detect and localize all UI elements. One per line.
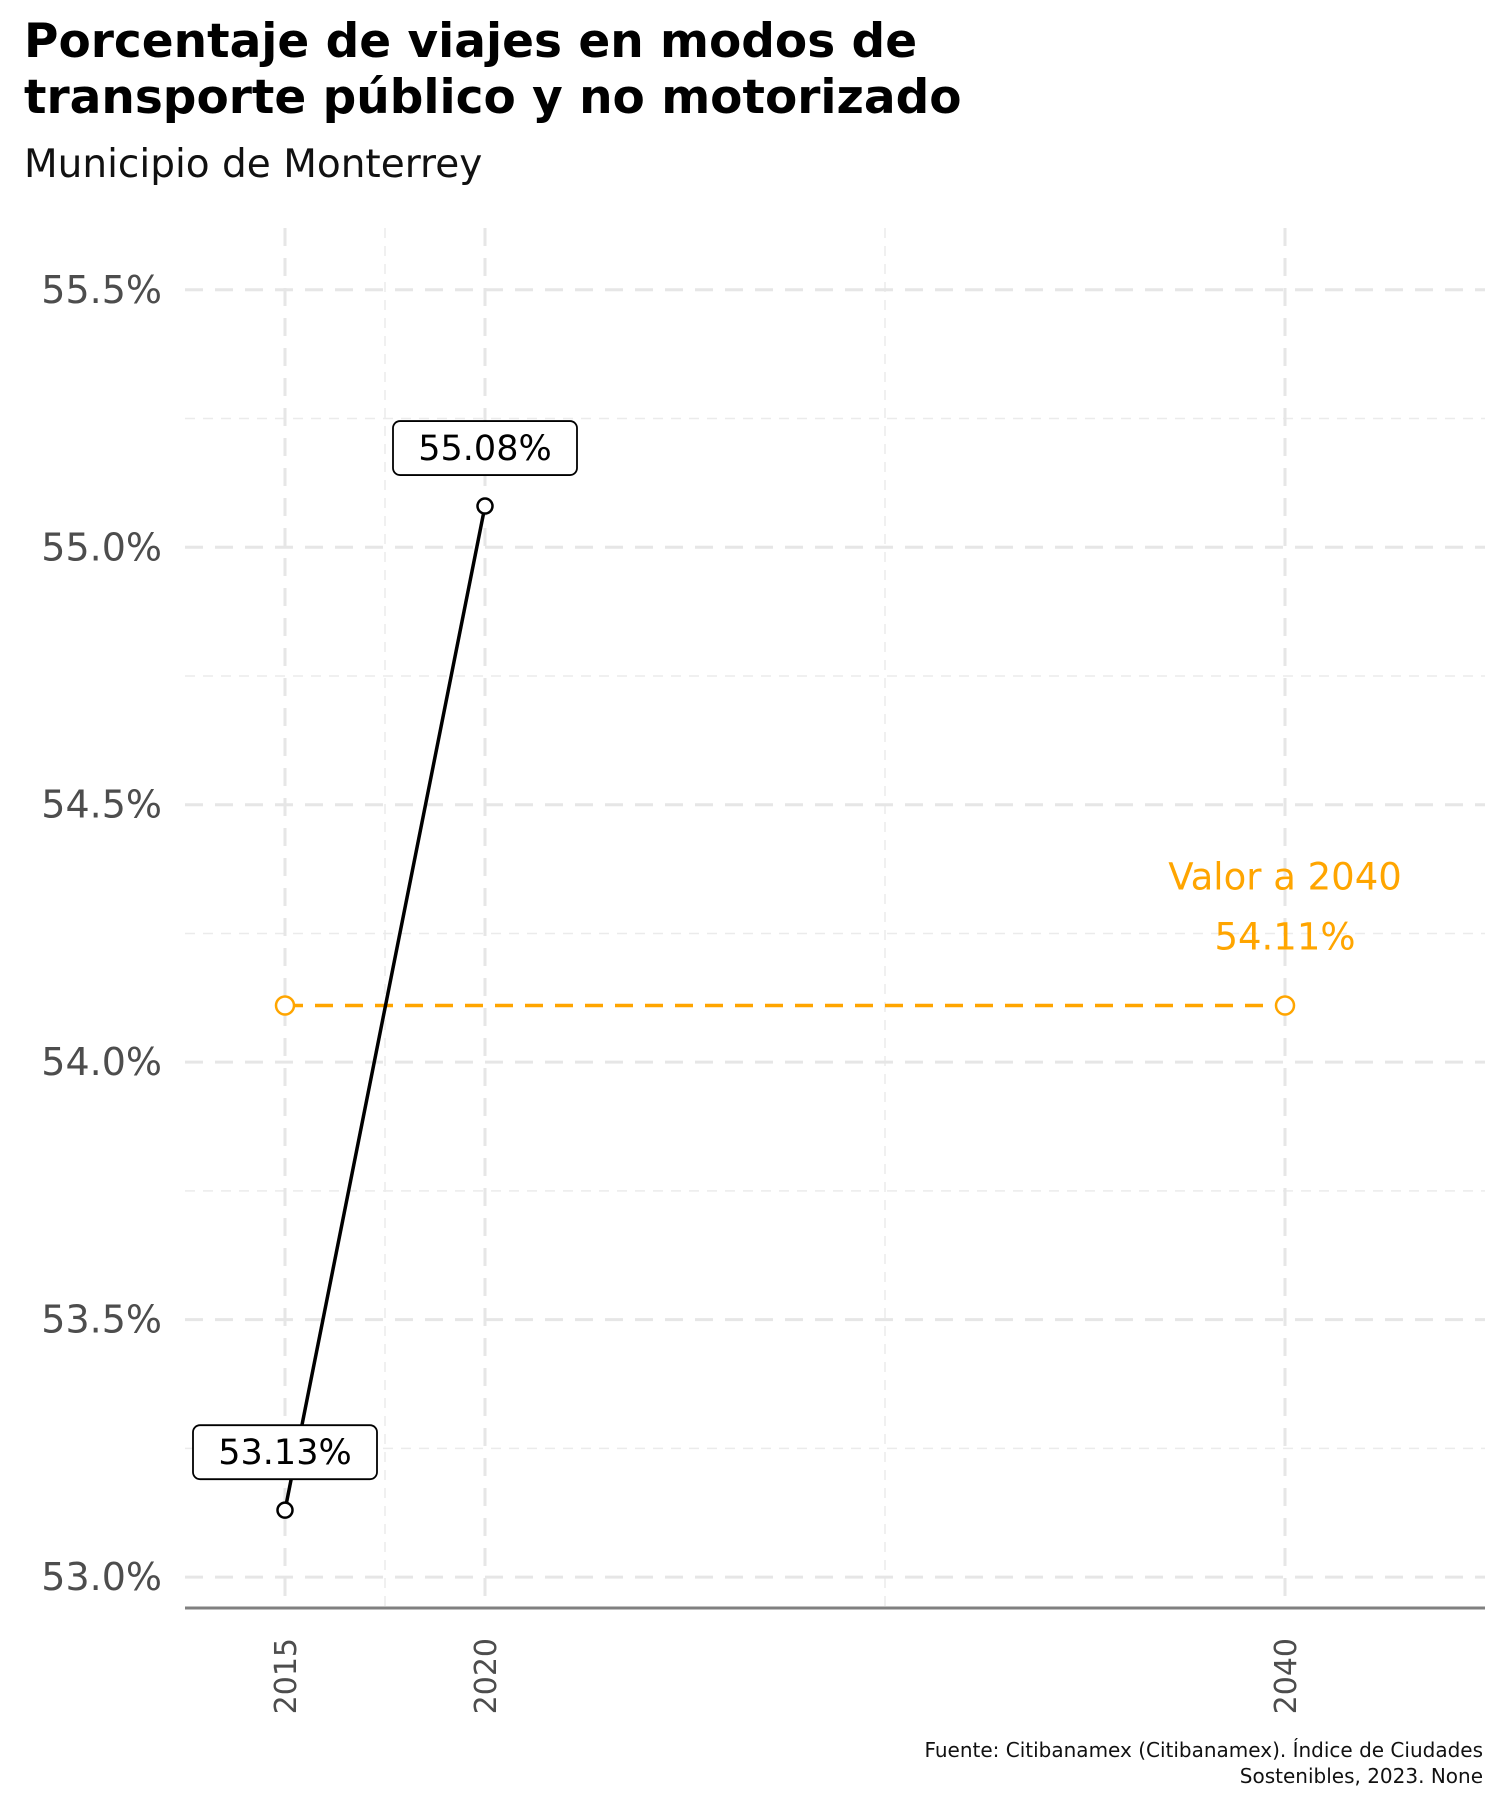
y-tick-label: 53.0% — [41, 1555, 162, 1599]
chart-title: Porcentaje de viajes en modos de transpo… — [24, 14, 1224, 126]
target-label-value: 54.11% — [1214, 916, 1355, 959]
chart-title-line-2: transporte público y no motorizado — [24, 70, 962, 125]
data-point — [476, 497, 494, 515]
grid-lines — [185, 228, 1485, 1608]
y-tick-label: 55.5% — [41, 268, 162, 312]
data-label: 53.13% — [192, 1424, 378, 1481]
series-line — [283, 505, 487, 1511]
data-label-box — [192, 1424, 378, 1481]
target-point — [274, 995, 296, 1016]
caption-line-1: Fuente: Citibanamex (Citibanamex). Índic… — [924, 1738, 1483, 1762]
x-tick-label: 2015 — [269, 1638, 304, 1714]
data-label-text: 55.08% — [418, 429, 551, 469]
data-label-box — [392, 420, 578, 476]
y-tick-label: 53.5% — [41, 1298, 162, 1342]
target-point — [1274, 995, 1296, 1016]
data-point — [276, 1501, 294, 1519]
data-label: 55.08% — [392, 420, 578, 476]
caption-line-2: Sostenibles, 2023. None — [1239, 1764, 1483, 1788]
data-label-text: 53.13% — [218, 1433, 351, 1473]
chart-source-caption: Fuente: Citibanamex (Citibanamex). Índic… — [924, 1737, 1483, 1789]
chart-title-line-1: Porcentaje de viajes en modos de — [24, 14, 918, 69]
y-tick-label: 54.0% — [41, 1040, 162, 1084]
y-tick-label: 54.5% — [41, 783, 162, 827]
target-label-title: Valor a 2040 — [1168, 856, 1402, 899]
chart-subtitle: Municipio de Monterrey — [24, 142, 483, 187]
x-tick-label: 2020 — [469, 1638, 504, 1714]
y-tick-label: 55.0% — [41, 525, 162, 569]
x-tick-label: 2040 — [1269, 1638, 1304, 1714]
